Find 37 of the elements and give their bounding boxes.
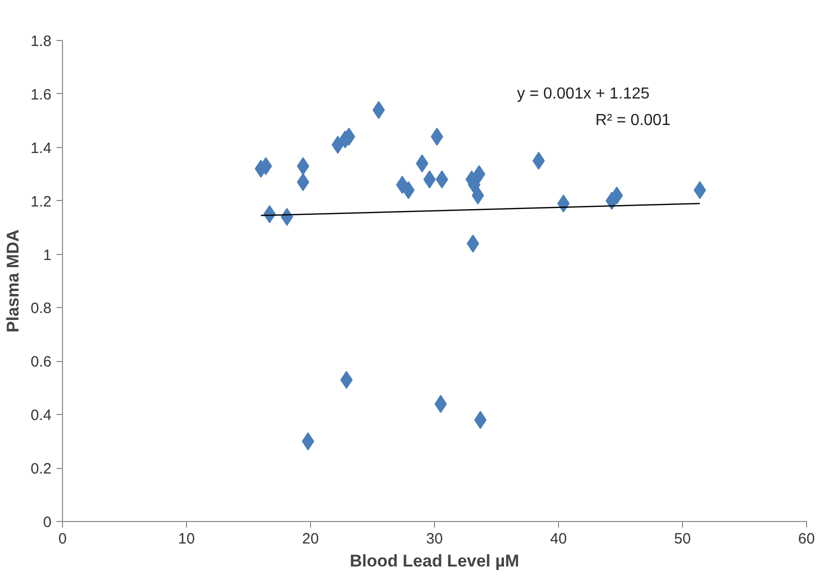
point (466, 234, 480, 253)
x-tick-label: 10 (178, 530, 195, 548)
point (296, 157, 310, 176)
y-axis-title: Plasma MDA (4, 230, 23, 332)
x-tick-label: 30 (426, 530, 443, 548)
point (474, 410, 487, 429)
point (340, 370, 353, 389)
y-tick-label: 0.8 (30, 300, 52, 318)
y-tick-label: 1.4 (30, 140, 52, 157)
point (423, 170, 436, 188)
y-tick-label: 0.4 (30, 407, 52, 424)
y-tick-label: 0 (43, 514, 52, 531)
x-tick-label: 50 (674, 530, 691, 548)
point (302, 432, 314, 450)
point (296, 173, 310, 192)
x-tick-label: 0 (58, 530, 67, 548)
x-tick-label: 40 (550, 530, 567, 548)
point (532, 152, 545, 170)
y-tick-label: 1.6 (30, 86, 52, 104)
point (472, 165, 486, 184)
point (557, 194, 570, 213)
point (416, 154, 428, 172)
y-tick-label: 0.2 (30, 460, 52, 478)
point (472, 186, 484, 204)
x-tick-label: 20 (302, 530, 319, 548)
y-tick-label: 1 (43, 246, 52, 264)
annotation: R² = 0.001 (595, 112, 671, 130)
y-tick-label: 0.6 (30, 354, 52, 371)
y-tick-label: 1.8 (30, 33, 52, 50)
point (430, 128, 444, 146)
x-axis-title: Blood Lead Level µM (350, 552, 520, 570)
point (694, 181, 706, 200)
point (402, 181, 415, 200)
y-tick-label: 1.2 (30, 193, 52, 210)
annotation: y = 0.001x + 1.125 (517, 85, 650, 102)
point (436, 170, 448, 188)
x-tick-label: 60 (798, 530, 815, 548)
